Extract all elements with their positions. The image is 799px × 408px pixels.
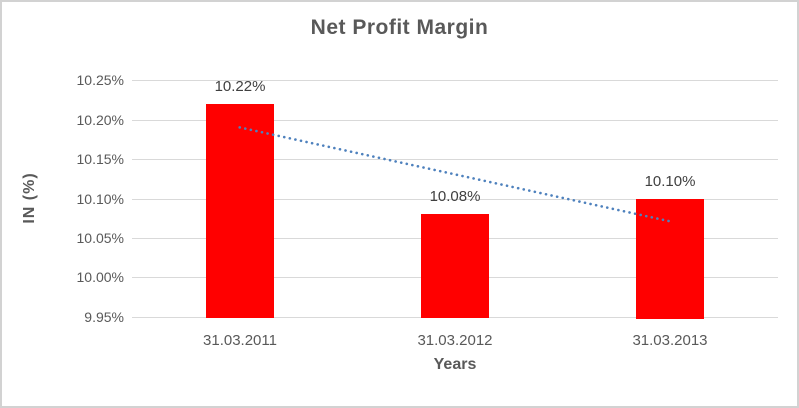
bar-31.03.2012 [421, 214, 489, 318]
bar-31.03.2011 [206, 104, 274, 318]
y-axis-tick-label: 10.05% [76, 230, 124, 246]
bar-31.03.2013 [636, 199, 704, 319]
data-label: 10.22% [214, 78, 266, 95]
y-axis-tick-label: 10.25% [76, 72, 124, 88]
y-axis-tick-label: 9.95% [84, 309, 124, 325]
data-label: 10.08% [429, 188, 481, 205]
x-axis-title: Years [433, 356, 477, 373]
gridline [132, 120, 778, 121]
x-axis-category-label: 31.03.2013 [632, 332, 708, 349]
y-axis-tick-label: 10.10% [76, 191, 124, 207]
y-axis-tick-label: 10.00% [76, 269, 124, 285]
x-axis-category-label: 31.03.2011 [203, 332, 277, 349]
data-label: 10.10% [644, 173, 696, 190]
x-axis-category-label: 31.03.2012 [417, 332, 493, 349]
y-axis-tick-label: 10.20% [76, 112, 124, 128]
chart-title: Net Profit Margin [310, 16, 489, 39]
y-axis-tick-label: 10.15% [76, 151, 124, 167]
gridline [132, 80, 778, 81]
